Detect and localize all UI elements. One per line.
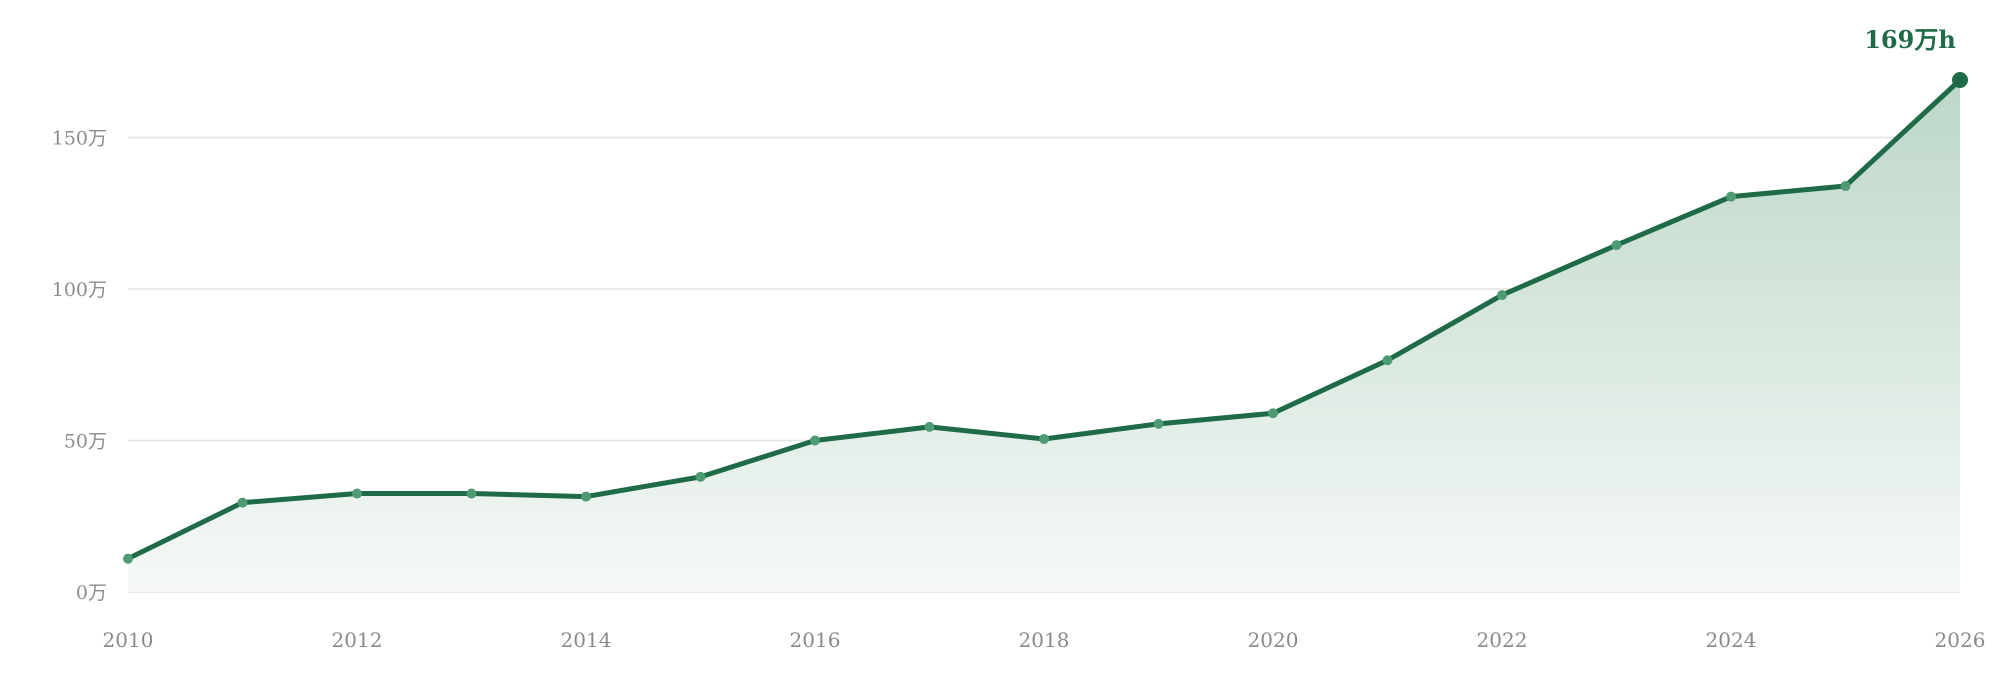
y-tick-label: 0万 — [76, 582, 107, 604]
data-point — [1726, 191, 1736, 202]
x-tick-label: 2024 — [1706, 628, 1757, 652]
x-tick-label: 2016 — [790, 628, 841, 652]
data-point — [1039, 434, 1049, 445]
x-tick-label: 2018 — [1019, 628, 1070, 652]
series-area-fill — [128, 80, 1960, 592]
x-axis: 2010 2012 2014 2016 2018 2020 2022 2024 2026 — [103, 628, 1986, 652]
data-point — [1153, 418, 1164, 429]
x-tick-label: 2020 — [1248, 628, 1299, 652]
data-point — [123, 553, 133, 564]
x-tick-label: 2012 — [332, 628, 383, 652]
data-point — [1611, 240, 1622, 251]
data-point — [1840, 181, 1851, 192]
data-point — [1382, 355, 1393, 366]
data-points — [123, 72, 1968, 564]
x-tick-label: 2014 — [561, 628, 612, 652]
x-tick-label: 2022 — [1477, 628, 1528, 652]
data-point — [237, 497, 248, 508]
data-point — [1268, 408, 1278, 419]
annotation-layer: 169万h — [1864, 25, 1956, 54]
y-tick-label: 100万 — [52, 279, 107, 301]
data-point — [466, 488, 477, 499]
area-fill-layer — [128, 80, 1960, 592]
data-point — [581, 491, 591, 502]
y-axis: 0万 50万 100万 150万 — [52, 128, 107, 604]
annotation-label: 169万h — [1864, 25, 1956, 54]
data-point — [924, 421, 935, 432]
data-point — [352, 488, 362, 499]
y-tick-label: 50万 — [64, 431, 107, 453]
data-point — [810, 435, 820, 446]
x-tick-label: 2026 — [1935, 628, 1986, 652]
data-point-highlight — [1952, 72, 1968, 88]
data-point — [695, 471, 706, 482]
x-tick-label: 2010 — [103, 628, 154, 652]
y-tick-label: 150万 — [52, 128, 107, 150]
data-point — [1497, 290, 1507, 301]
